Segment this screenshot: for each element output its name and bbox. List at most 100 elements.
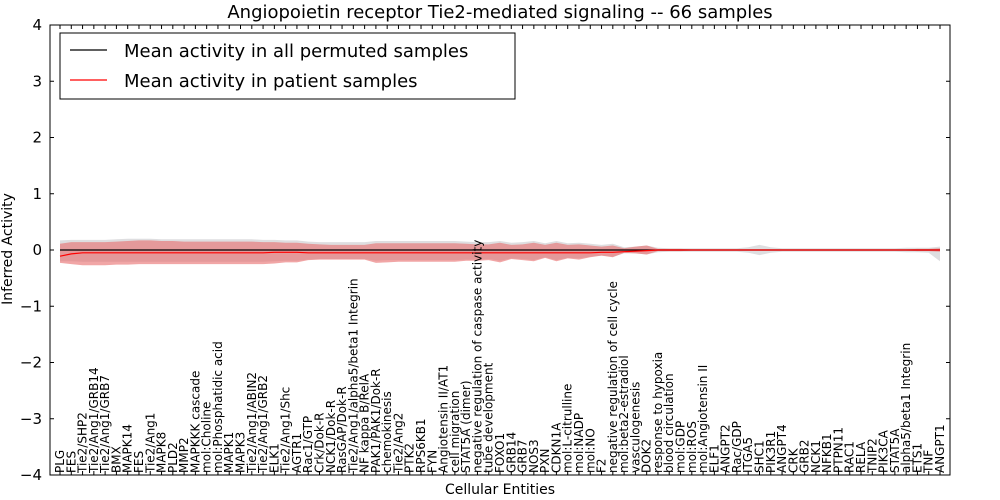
category-label: STAT5A — [888, 428, 902, 473]
legend-box — [59, 32, 516, 100]
category-label: Tie2/Ang1 — [143, 413, 157, 474]
patient-mean-line — [59, 249, 940, 257]
category-label: PIK3R1 — [764, 431, 778, 473]
category-label: mol:Choline — [200, 402, 214, 473]
chart-title: Angiopoietin receptor Tie2-mediated sign… — [227, 2, 772, 23]
category-label: Tie2/SHP2 — [76, 412, 90, 474]
category-label: MAPKKK cascade — [188, 371, 202, 473]
category-label: TNIP2 — [865, 438, 879, 474]
category-label: mol:L-citrulline — [561, 384, 575, 473]
x-axis-ticks — [59, 25, 941, 475]
category-labels: PLGFESTie2/SHP2Tie2/Ang1/GRB14Tie2/Ang1/… — [53, 240, 947, 474]
category-label: ETS1 — [910, 443, 924, 473]
y-tick-label: 0 — [32, 241, 42, 259]
category-label: chemokinesis — [380, 391, 394, 473]
category-label: RPS6KB1 — [414, 418, 428, 473]
category-label: AGTR1 — [290, 433, 304, 473]
category-label: CRK — [786, 447, 800, 473]
category-label: ELF1 — [707, 444, 721, 473]
category-label: mol:beta2-estradiol — [617, 355, 631, 473]
y-tick-label: −3 — [20, 410, 42, 428]
x-axis-label: Cellular Entities — [445, 482, 555, 498]
legend-entry-permuted: Mean activity in all permuted samples — [124, 41, 468, 62]
category-label: RasGAP/Dok-R — [335, 386, 349, 473]
category-label: TNF — [922, 450, 936, 474]
category-label: FES — [132, 451, 146, 473]
category-label: SHC1 — [753, 440, 767, 473]
category-label: PLD2 — [166, 442, 180, 473]
series-lines — [59, 249, 940, 257]
category-label: PTPN11 — [832, 427, 846, 473]
category-label: MAPK14 — [121, 424, 135, 473]
category-label: ANGPT1 — [933, 424, 947, 473]
category-label: PAK1/PAK1/Dok-R — [369, 368, 383, 473]
y-tick-label: −1 — [20, 297, 42, 315]
category-label: cell migration — [448, 391, 462, 473]
category-label: NFKB1 — [820, 433, 834, 473]
category-label: ITGA5 — [741, 437, 755, 473]
category-label: NCK1 — [809, 440, 823, 473]
category-label: mol:Phosphatidic acid — [211, 341, 225, 473]
category-label: Angiotensin II/AT1 — [437, 365, 451, 473]
category-label: ELK1 — [267, 443, 281, 473]
category-label: alpha5/beta1 Integrin — [899, 343, 913, 473]
y-tick-label: −2 — [20, 354, 42, 372]
category-label: FES — [64, 451, 78, 473]
category-label: response to hypoxia — [651, 352, 665, 473]
category-label: blood circulation — [662, 373, 676, 473]
legend-entry-patient: Mean activity in patient samples — [124, 71, 418, 92]
category-label: GRB7 — [516, 439, 530, 473]
category-label: mol:ROS — [685, 421, 699, 473]
category-label: PLG — [53, 450, 67, 473]
category-label: PXN — [538, 449, 552, 473]
category-label: BMX — [109, 446, 123, 473]
category-label: MAPK1 — [222, 432, 236, 473]
category-label: Tie2/Ang1/GRB2 — [256, 375, 270, 474]
y-tick-label: −4 — [20, 466, 42, 484]
y-tick-label: 3 — [32, 72, 42, 90]
category-label: MMP2 — [177, 437, 191, 473]
y-tick-label: 4 — [32, 16, 42, 34]
y-tick-label: 2 — [32, 129, 42, 147]
y-tick-label: 1 — [32, 185, 42, 203]
category-label: NCK1/Dok-R — [324, 400, 338, 473]
category-label: Tie2/Ang1/GRB14 — [87, 367, 101, 474]
y-axis-label: Inferred Activity — [0, 193, 16, 305]
category-label: mol:Angiotensin II — [696, 365, 710, 473]
category-label: NF kappa B/RelA — [358, 373, 372, 473]
category-label: mol:NADP — [572, 413, 586, 473]
category-label: negative regulation of cell cycle — [606, 281, 620, 473]
category-label: Tie2/Ang1/ABIN2 — [245, 372, 259, 474]
category-label: RELA — [854, 441, 868, 473]
category-label: FOXO1 — [493, 433, 507, 473]
plot-area-frame — [49, 24, 951, 476]
category-label: PTK2 — [403, 443, 417, 473]
category-label: Tie2/Ang1/Shc — [279, 387, 293, 474]
y-axis-ticks: −4 −3 −2 −1 0 1 2 3 4 — [20, 16, 950, 484]
category-label: Tie2/Ang1/GRB7 — [98, 375, 112, 474]
category-label: NOS3 — [527, 439, 541, 473]
category-label: DOK2 — [640, 439, 654, 473]
category-label: Rac1/GTP — [301, 416, 315, 473]
category-label: ANGPT2 — [719, 424, 733, 473]
category-label: Rac/GDP — [730, 421, 744, 473]
category-label: mol:NO — [583, 428, 597, 473]
category-label: GRB2 — [798, 439, 812, 473]
category-label: mol:GDP — [674, 421, 688, 473]
category-label: vasculogenesis — [628, 382, 642, 473]
category-label: FYN — [425, 450, 439, 473]
category-label: negative regulation of caspase activity — [470, 240, 484, 473]
category-label: ANGPT4 — [775, 424, 789, 473]
category-label: tube development — [482, 362, 496, 473]
category-label: MAPK3 — [234, 432, 248, 473]
category-label: CDKN1A — [549, 422, 563, 473]
category-label: Tie2/Ang1/alpha5/beta1 Integrin — [346, 278, 360, 474]
confidence-bands — [60, 238, 940, 266]
category-label: STAT5A (dimer) — [459, 380, 473, 473]
category-label: RAC1 — [843, 441, 857, 473]
category-label: PIK3CA — [877, 429, 891, 473]
category-label: Tie2/Ang2 — [392, 413, 406, 474]
category-label: Crk/Dok-R — [313, 412, 327, 473]
legend: Mean activity in all permuted samples Me… — [59, 32, 516, 100]
